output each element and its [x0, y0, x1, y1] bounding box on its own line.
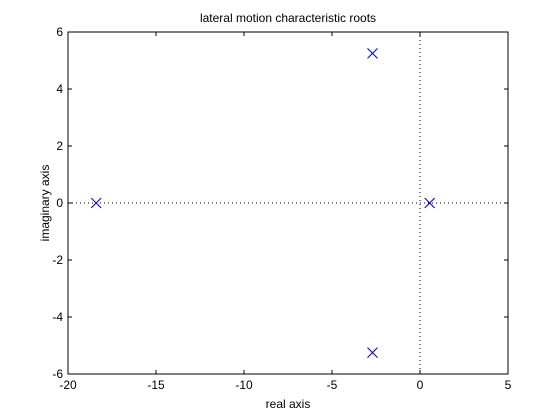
root-marker	[367, 48, 378, 59]
root-marker	[90, 197, 102, 209]
x-axis-ticks: -20 -15 -10 -5 0 5	[59, 32, 512, 392]
y-tick-label: 0	[56, 196, 63, 210]
x-tick-label: 0	[417, 378, 424, 392]
x-axis-label: real axis	[266, 397, 311, 411]
x-tick-label: -5	[327, 378, 338, 392]
y-axis-label: imaginary axis	[38, 165, 52, 242]
chart-title: lateral motion characteristic roots	[200, 11, 376, 25]
x-tick-label: 5	[505, 378, 512, 392]
y-tick-label: 2	[56, 139, 63, 153]
x-tick-label: -10	[235, 378, 253, 392]
y-tick-label: 4	[56, 82, 63, 96]
y-axis-ticks: -6 -4 -2 0 2 4 6	[52, 25, 508, 381]
reference-lines	[68, 32, 508, 374]
root-marker	[367, 347, 378, 358]
root-marker	[424, 197, 436, 209]
y-tick-label: -2	[52, 253, 63, 267]
x-tick-label: -15	[147, 378, 165, 392]
y-tick-label: -6	[52, 367, 63, 381]
data-points	[90, 48, 436, 358]
y-tick-label: 6	[56, 25, 63, 39]
y-tick-label: -4	[52, 310, 63, 324]
x-tick-label: -20	[59, 378, 77, 392]
